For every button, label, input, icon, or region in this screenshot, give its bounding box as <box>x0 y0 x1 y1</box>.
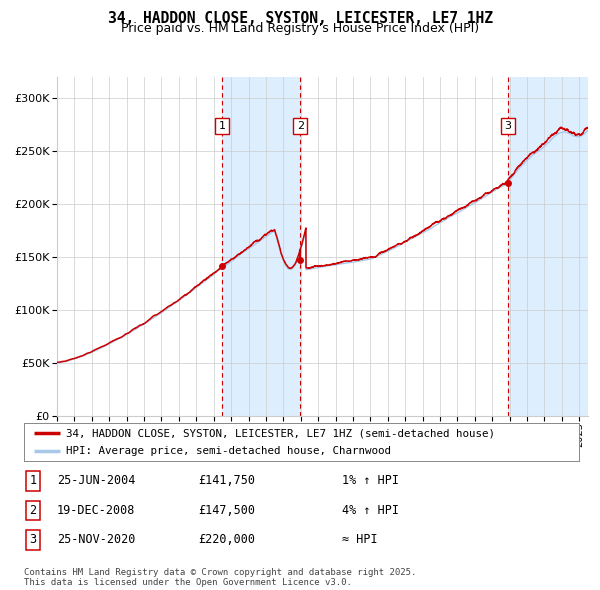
Text: 2: 2 <box>29 504 37 517</box>
Text: ≈ HPI: ≈ HPI <box>342 533 377 546</box>
Text: £141,750: £141,750 <box>198 474 255 487</box>
Bar <box>222 77 300 416</box>
Text: Contains HM Land Registry data © Crown copyright and database right 2025.
This d: Contains HM Land Registry data © Crown c… <box>24 568 416 587</box>
Text: 3: 3 <box>505 121 511 131</box>
Text: 25-NOV-2020: 25-NOV-2020 <box>57 533 136 546</box>
Text: 1% ↑ HPI: 1% ↑ HPI <box>342 474 399 487</box>
Text: 2: 2 <box>296 121 304 131</box>
Text: 34, HADDON CLOSE, SYSTON, LEICESTER, LE7 1HZ: 34, HADDON CLOSE, SYSTON, LEICESTER, LE7… <box>107 11 493 25</box>
Text: 4% ↑ HPI: 4% ↑ HPI <box>342 504 399 517</box>
Bar <box>508 77 588 416</box>
Text: 19-DEC-2008: 19-DEC-2008 <box>57 504 136 517</box>
Text: 34, HADDON CLOSE, SYSTON, LEICESTER, LE7 1HZ (semi-detached house): 34, HADDON CLOSE, SYSTON, LEICESTER, LE7… <box>65 428 494 438</box>
Text: £147,500: £147,500 <box>198 504 255 517</box>
Text: Price paid vs. HM Land Registry's House Price Index (HPI): Price paid vs. HM Land Registry's House … <box>121 22 479 35</box>
Text: 3: 3 <box>29 533 37 546</box>
Text: HPI: Average price, semi-detached house, Charnwood: HPI: Average price, semi-detached house,… <box>65 446 391 456</box>
Text: 25-JUN-2004: 25-JUN-2004 <box>57 474 136 487</box>
Text: 1: 1 <box>218 121 226 131</box>
Text: £220,000: £220,000 <box>198 533 255 546</box>
Text: 1: 1 <box>29 474 37 487</box>
